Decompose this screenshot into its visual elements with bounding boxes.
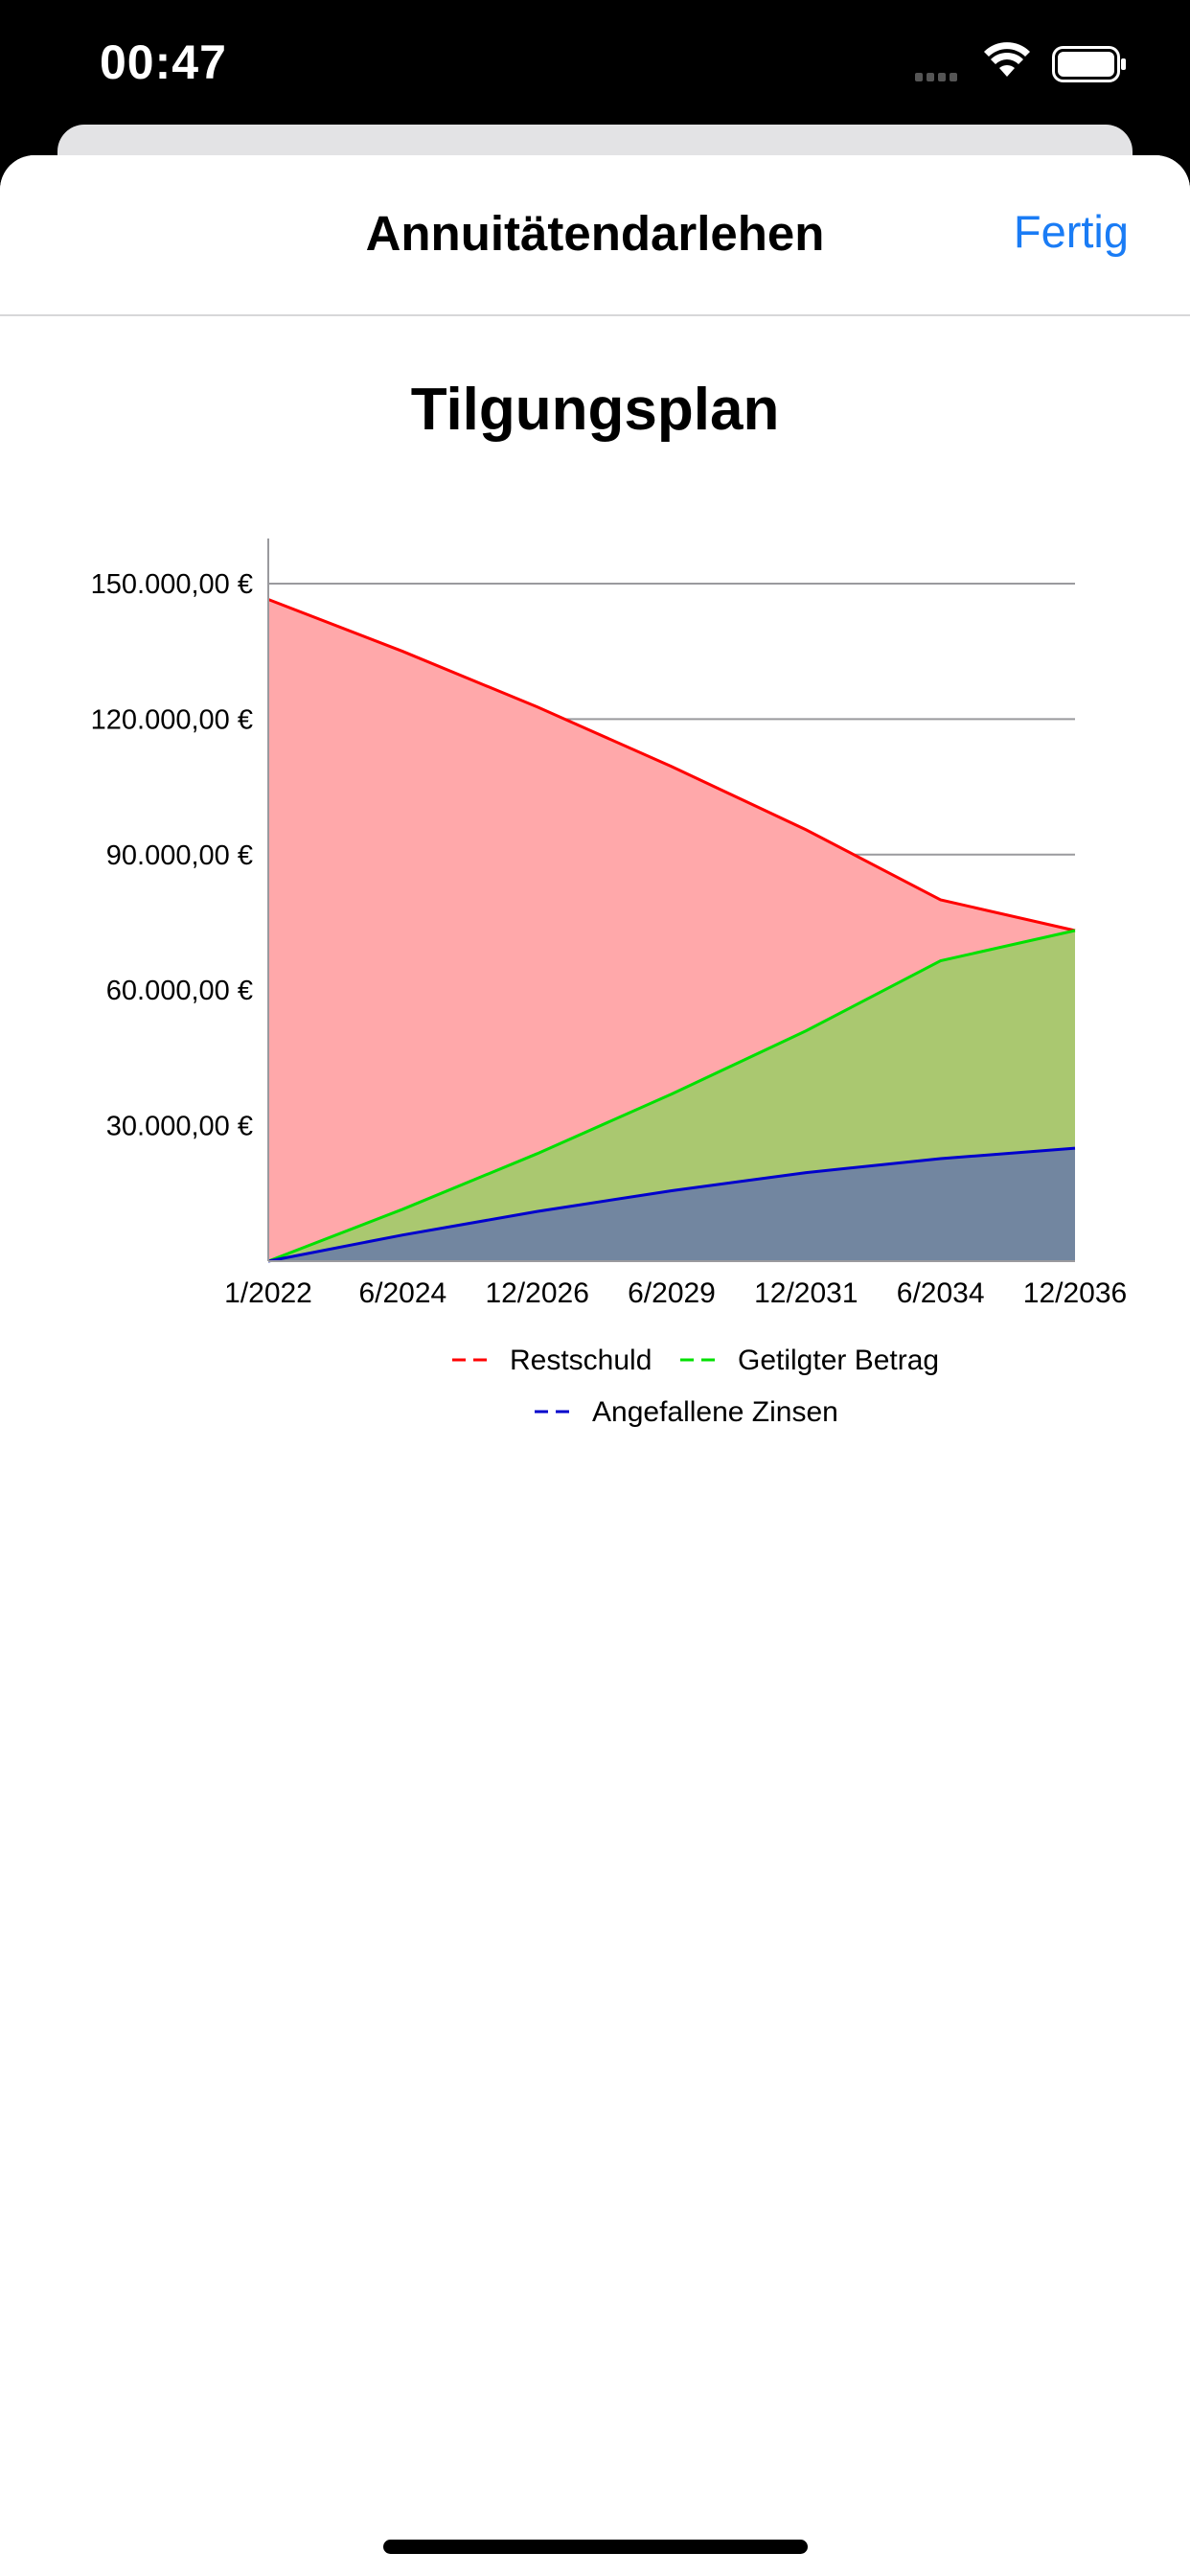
home-indicator (383, 2540, 808, 2554)
done-button[interactable]: Fertig (1013, 206, 1129, 257)
modal-sheet: Annuitätendarlehen Fertig Tilgungsplan 3… (0, 155, 1190, 2576)
chart-lines (267, 598, 1076, 1263)
page-title: Annuitätendarlehen (365, 206, 825, 261)
series-line-2 (267, 1146, 1076, 1263)
navigation-bar: Annuitätendarlehen Fertig (0, 155, 1190, 316)
legend-item-1: Getilgter Betrag (680, 1345, 939, 1376)
chart-axes: 30.000,00 € 60.000,00 € 90.000,00 € 120.000… (91, 538, 1127, 1309)
legend-label: Angefallene Zinsen (592, 1396, 838, 1428)
y-tick-label: 90.000,00 € (106, 840, 253, 871)
x-tick-label: 6/2024 (358, 1277, 446, 1309)
status-time: 00:47 (100, 35, 227, 89)
x-tick-label: 6/2029 (628, 1277, 716, 1309)
x-tick-label: 12/2026 (485, 1277, 588, 1309)
battery-icon (1052, 46, 1126, 82)
legend-item-2: Angefallene Zinsen (535, 1396, 838, 1428)
series-line-0 (267, 598, 1076, 932)
y-tick-label: 150.000,00 € (91, 569, 253, 600)
y-tick-label: 60.000,00 € (106, 976, 253, 1006)
y-tick-label: 30.000,00 € (106, 1112, 253, 1142)
area-2 (268, 1148, 1075, 1261)
cellular-signal-icon (915, 69, 961, 86)
y-tick-label: 120.000,00 € (91, 704, 253, 735)
chart-legend: Restschuld Getilgter Betrag Angefallene Zi… (452, 1345, 939, 1428)
status-bar: 00:47 (0, 0, 1190, 144)
legend-label: Restschuld (510, 1345, 652, 1376)
series-line-1 (267, 929, 1076, 1263)
x-tick-label: 6/2034 (897, 1277, 985, 1309)
x-tick-label: 12/2031 (754, 1277, 858, 1309)
wifi-icon (984, 42, 1030, 77)
x-tick-label: 1/2022 (224, 1277, 312, 1309)
chart-title: Tilgungsplan (411, 377, 780, 443)
legend-item-0: Restschuld (452, 1345, 652, 1376)
amortization-chart: Tilgungsplan 30.000,00 € 60.000,00 € 90.00… (91, 377, 1128, 1428)
chart-areas (268, 599, 1075, 1261)
x-tick-label: 12/2036 (1023, 1277, 1127, 1309)
legend-label: Getilgter Betrag (738, 1345, 939, 1376)
